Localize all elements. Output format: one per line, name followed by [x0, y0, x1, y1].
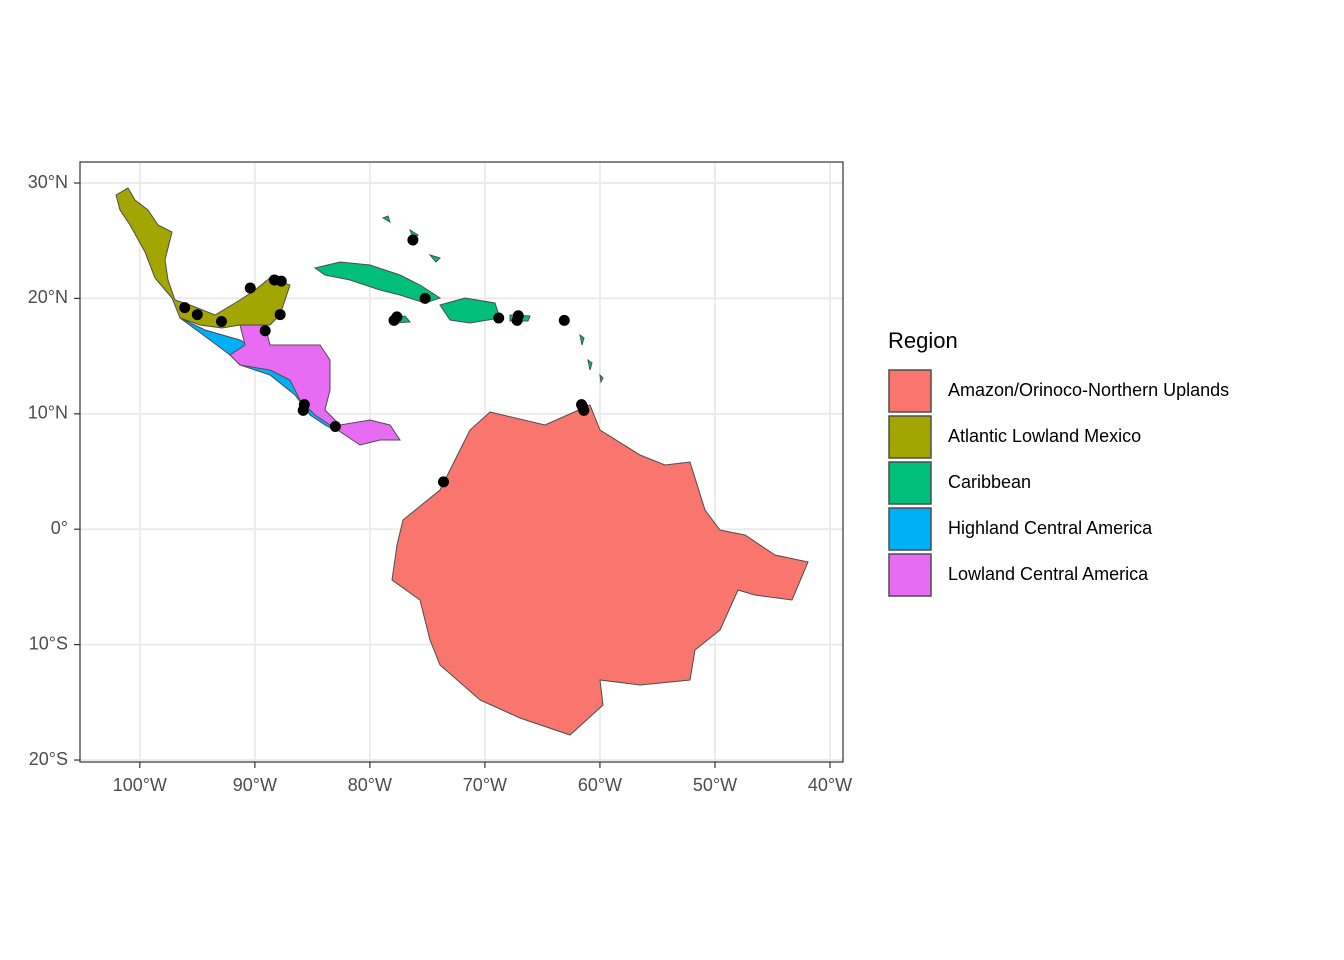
- y-tick-label: 30°N: [28, 172, 68, 192]
- site-point: [391, 311, 403, 323]
- y-tick-label: 20°S: [29, 749, 68, 769]
- site-point: [407, 234, 419, 246]
- x-tick-label: 70°W: [463, 775, 507, 795]
- site-point: [179, 302, 191, 314]
- site-point: [274, 309, 286, 321]
- y-tick-label: 10°S: [29, 633, 68, 653]
- site-point: [493, 312, 505, 324]
- region-amazon: [391, 404, 809, 736]
- legend-title: Region: [888, 328, 958, 353]
- legend-label: Caribbean: [948, 472, 1031, 492]
- site-point: [259, 325, 271, 337]
- legend-label: Highland Central America: [948, 518, 1153, 538]
- y-tick-label: 20°N: [28, 287, 68, 307]
- y-tick-label: 10°N: [28, 403, 68, 423]
- panel-border: [79, 161, 844, 763]
- site-point: [419, 292, 431, 304]
- x-tick-label: 40°W: [808, 775, 852, 795]
- legend-label: Lowland Central America: [948, 564, 1149, 584]
- site-point: [437, 476, 449, 488]
- legend-label: Amazon/Orinoco-Northern Uplands: [948, 380, 1229, 400]
- x-tick-label: 80°W: [348, 775, 392, 795]
- y-tick-label: 0°: [51, 518, 68, 538]
- site-point: [329, 421, 341, 433]
- legend-key: [888, 369, 932, 413]
- legend-label: Atlantic Lowland Mexico: [948, 426, 1141, 446]
- site-point: [512, 310, 524, 322]
- region-lowland-central-america: [229, 324, 401, 446]
- x-tick-label: 50°W: [693, 775, 737, 795]
- site-point: [297, 404, 309, 416]
- legend-key: [888, 415, 932, 459]
- x-tick-label: 90°W: [233, 775, 277, 795]
- x-tick-label: 100°W: [113, 775, 167, 795]
- site-point: [558, 314, 570, 326]
- site-point: [215, 315, 227, 327]
- site-point: [191, 309, 203, 321]
- x-tick-label: 60°W: [578, 775, 622, 795]
- legend-key: [888, 553, 932, 597]
- site-point: [576, 399, 588, 411]
- legend-key: [888, 507, 932, 551]
- site-point: [244, 282, 256, 294]
- legend-key: [888, 461, 932, 505]
- site-point: [275, 275, 287, 287]
